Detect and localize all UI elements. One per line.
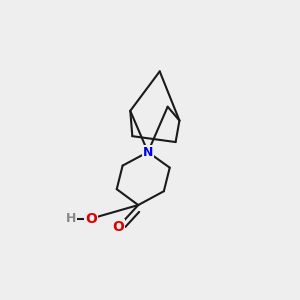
Text: H: H bbox=[66, 212, 76, 225]
Text: N: N bbox=[143, 146, 153, 159]
Text: O: O bbox=[112, 220, 124, 234]
Text: O: O bbox=[85, 212, 97, 226]
